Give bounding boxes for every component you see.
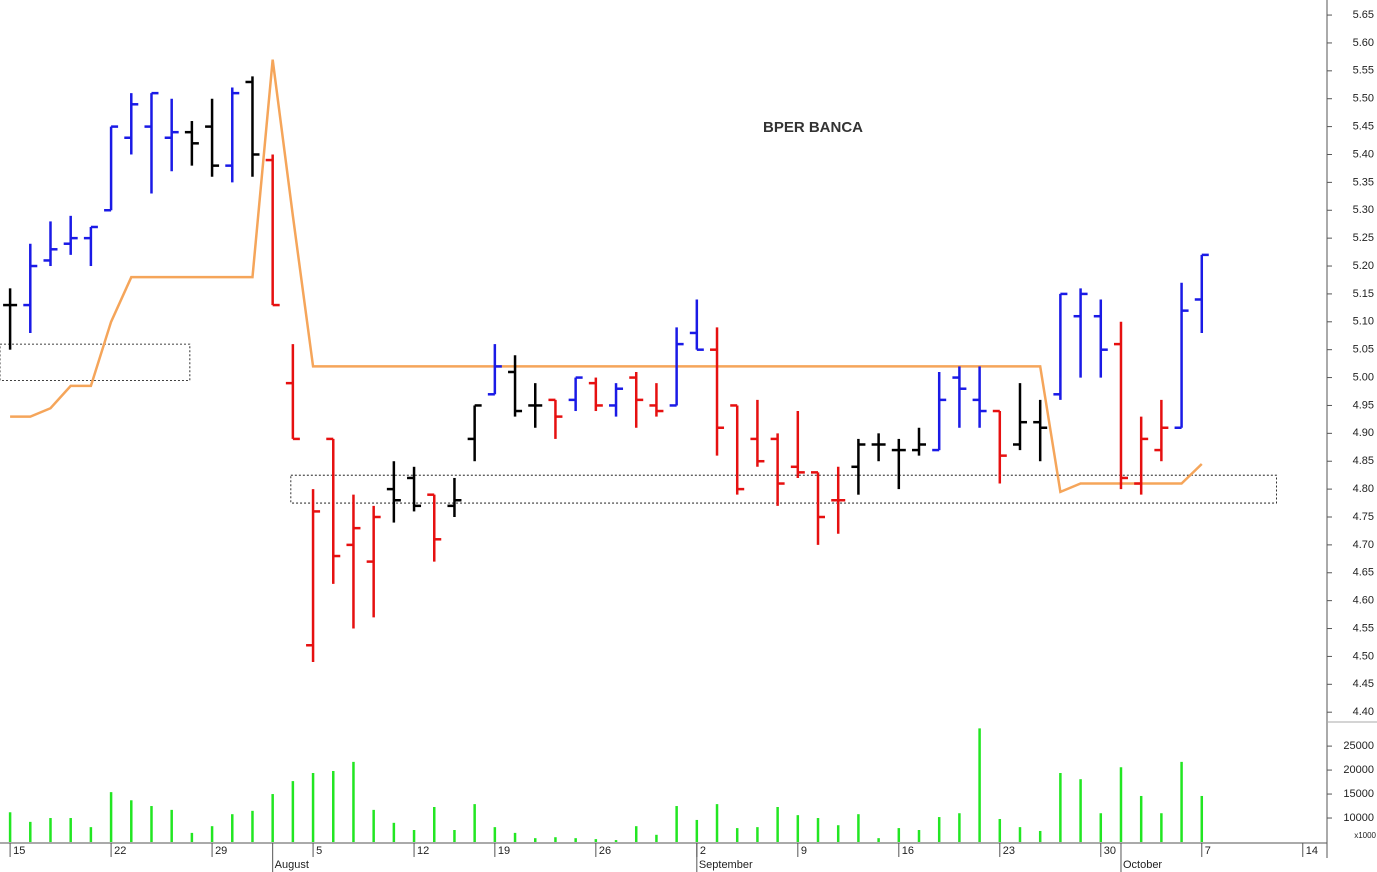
y-tick-label: 4.75 [1353, 511, 1374, 523]
month-label: August [275, 859, 309, 871]
volume-tick-label: 15000 [1343, 788, 1374, 800]
y-tick-label: 5.00 [1353, 371, 1374, 383]
x-tick-label: 9 [801, 845, 807, 857]
y-tick-label: 5.45 [1353, 121, 1374, 133]
y-tick-label: 5.50 [1353, 93, 1374, 105]
y-tick-label: 5.10 [1353, 316, 1374, 328]
x-tick-label: 7 [1205, 845, 1211, 857]
y-tick-label: 4.95 [1353, 399, 1374, 411]
chart-title: BPER BANCA [763, 119, 863, 136]
y-tick-label: 5.05 [1353, 344, 1374, 356]
x-tick-label: 16 [902, 845, 914, 857]
x-tick-label: 22 [114, 845, 126, 857]
y-tick-label: 5.40 [1353, 148, 1374, 160]
y-tick-label: 4.45 [1353, 678, 1374, 690]
y-tick-label: 5.65 [1353, 9, 1374, 21]
volume-unit: x1000 [1354, 831, 1376, 840]
month-label: September [699, 859, 753, 871]
y-tick-label: 4.65 [1353, 567, 1374, 579]
y-tick-label: 5.55 [1353, 65, 1374, 77]
y-tick-label: 4.80 [1353, 483, 1374, 495]
y-tick-label: 4.85 [1353, 455, 1374, 467]
x-tick-label: 30 [1104, 845, 1116, 857]
x-tick-label: 29 [215, 845, 227, 857]
volume-tick-label: 25000 [1343, 740, 1374, 752]
zone-box [0, 343, 191, 381]
x-tick-label: 19 [498, 845, 510, 857]
x-tick-label: 14 [1306, 845, 1318, 857]
x-tick-label: 12 [417, 845, 429, 857]
y-tick-label: 5.35 [1353, 176, 1374, 188]
zone-box [290, 474, 1277, 504]
y-tick-label: 5.15 [1353, 288, 1374, 300]
y-tick-label: 4.70 [1353, 539, 1374, 551]
y-tick-label: 5.25 [1353, 232, 1374, 244]
x-tick-label: 2 [700, 845, 706, 857]
average-line [10, 59, 1203, 494]
volume-tick-label: 10000 [1343, 812, 1374, 824]
x-tick-label: 26 [599, 845, 611, 857]
x-tick-label: 15 [13, 845, 25, 857]
y-tick-label: 4.50 [1353, 650, 1374, 662]
x-tick-label: 23 [1003, 845, 1015, 857]
y-tick-label: 5.30 [1353, 204, 1374, 216]
month-label: October [1123, 859, 1162, 871]
y-tick-label: 5.60 [1353, 37, 1374, 49]
y-tick-label: 4.55 [1353, 622, 1374, 634]
y-tick-label: 4.60 [1353, 595, 1374, 607]
y-tick-label: 5.20 [1353, 260, 1374, 272]
y-tick-label: 4.90 [1353, 427, 1374, 439]
y-tick-label: 4.40 [1353, 706, 1374, 718]
x-tick-label: 5 [316, 845, 322, 857]
volume-tick-label: 20000 [1343, 764, 1374, 776]
